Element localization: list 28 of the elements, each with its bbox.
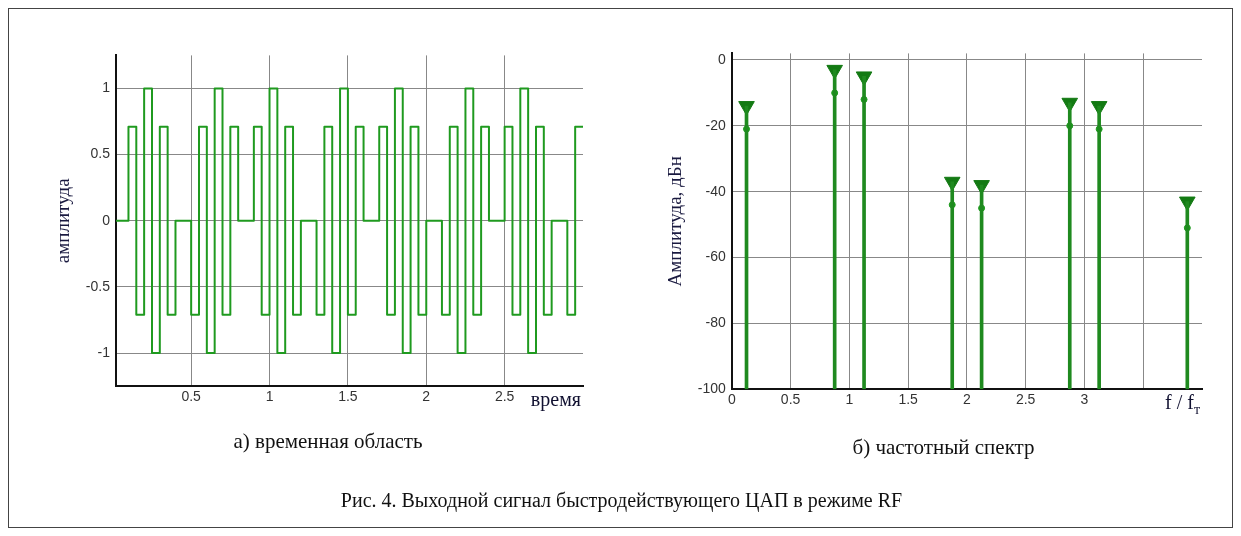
y-tick-label: -0.5 [85, 277, 111, 294]
x-tick-label: 1.5 [898, 391, 919, 408]
text: Рис. 4. Выходной сигнал быстродействующего ЦАП в режиме RF [339, 489, 904, 512]
y-tick-label: 0 [102, 211, 111, 228]
x-tick-label: 2 [963, 391, 972, 408]
x-tick-label: 2 [422, 388, 431, 405]
y-tick-label: -60 [705, 248, 727, 265]
y-axis-title: амплитуда [52, 177, 74, 264]
y-tick-label: -20 [705, 116, 727, 133]
text: б) частотный спектр [851, 435, 1036, 460]
x-tick-label: 3 [1080, 391, 1089, 408]
x-tick-label: 2.5 [494, 388, 515, 405]
y-tick-label: 0.5 [90, 145, 111, 162]
y-tick-label: -1 [97, 343, 111, 360]
x-tick-label: 1.5 [338, 388, 358, 405]
x-tick-label: 0.5 [780, 391, 801, 408]
text: а) временная область [232, 429, 424, 454]
y-tick-label: 0 [718, 50, 727, 67]
x-tick-label: 1 [845, 391, 854, 408]
y-tick-label: -40 [705, 182, 727, 199]
x-tick-label: 2.5 [1015, 391, 1036, 408]
y-tick-label: -100 [697, 380, 727, 397]
y-tick-label: -80 [705, 314, 727, 331]
x-axis-title: время [530, 388, 582, 412]
y-axis-title: Амплитуда, дБн [664, 156, 686, 287]
x-tick-label: 1 [265, 388, 274, 405]
x-tick-label: 0.5 [181, 388, 202, 405]
y-tick-label: 1 [102, 79, 111, 96]
